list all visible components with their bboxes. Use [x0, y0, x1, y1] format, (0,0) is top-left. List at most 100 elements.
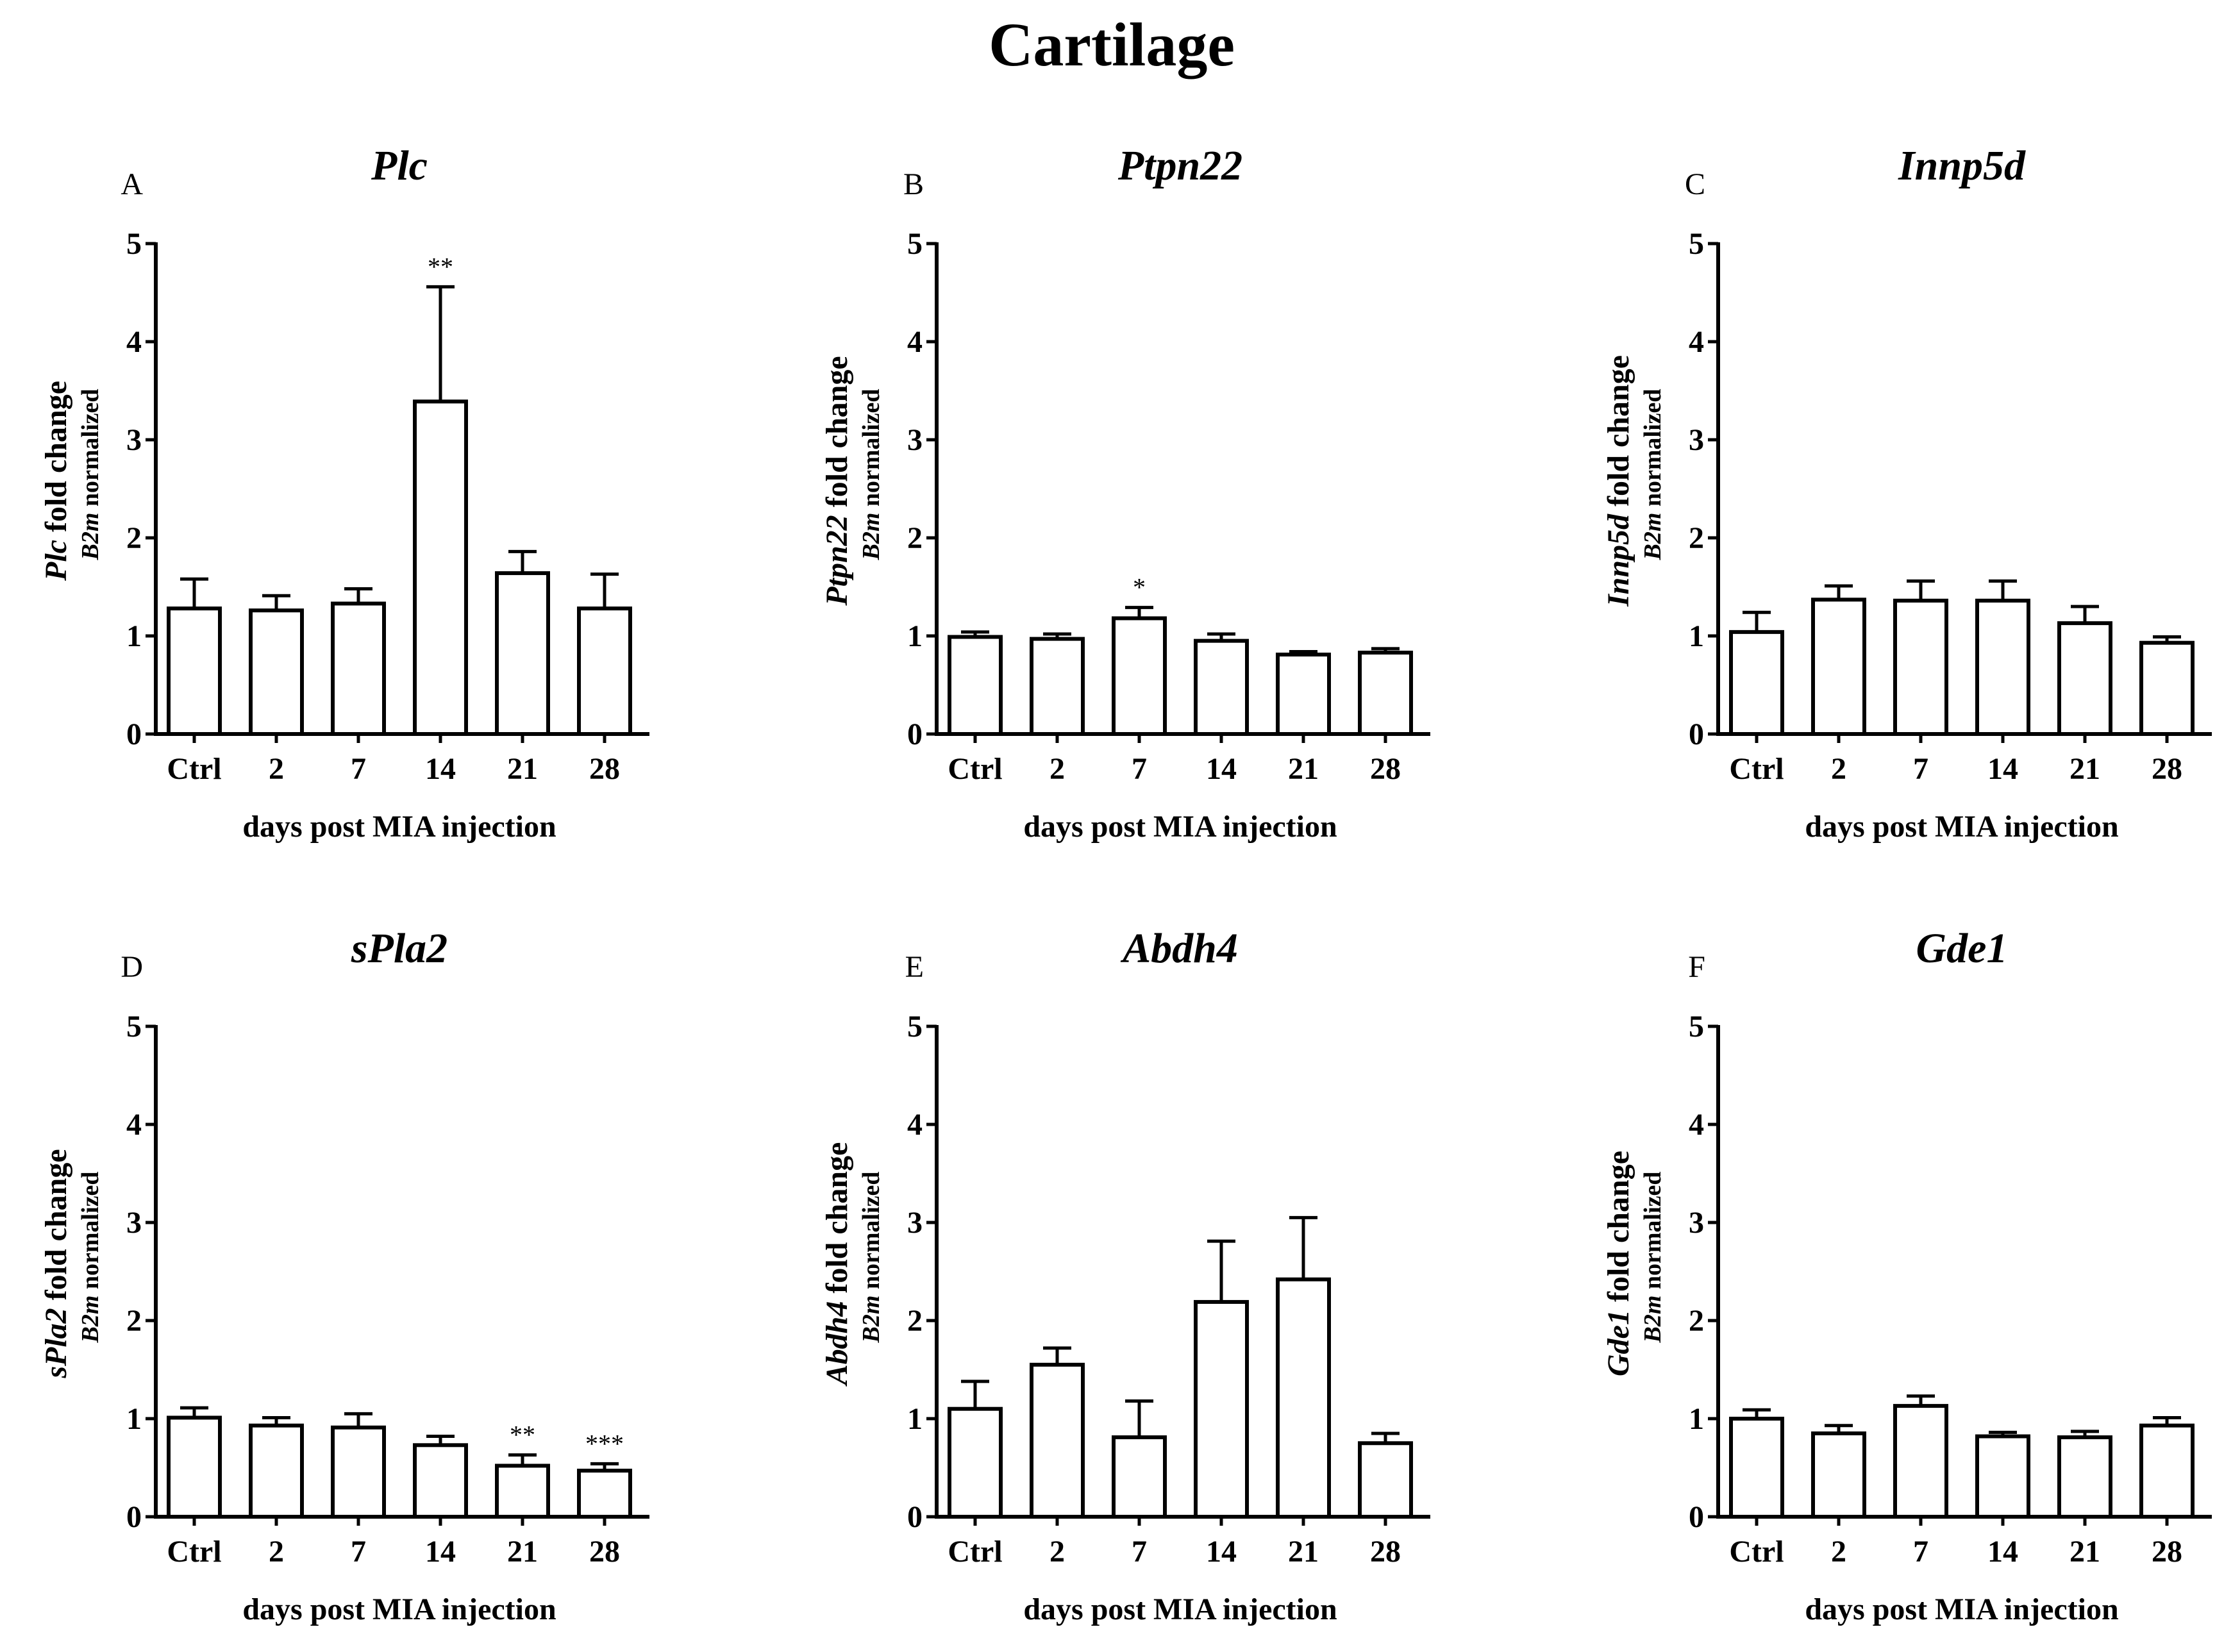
panel-letter: C	[1685, 167, 1705, 201]
x-tick-label: 21	[1288, 1535, 1319, 1569]
bar	[1975, 1434, 2030, 1519]
figure-title: Cartilage	[989, 10, 1235, 79]
significance-marker: ***	[585, 1429, 624, 1458]
bar	[1030, 1362, 1085, 1519]
y-tick-label: 3	[1689, 1206, 1704, 1240]
y-tick-label: 3	[1689, 423, 1704, 457]
x-tick-label: 2	[1049, 752, 1065, 786]
bar	[2139, 1423, 2195, 1519]
bar	[1811, 597, 1866, 737]
x-tick-label: 21	[507, 752, 538, 786]
y-tick-label: 5	[1689, 227, 1704, 261]
y-tick-label: 4	[126, 325, 142, 359]
bar	[331, 601, 386, 737]
y-tick-label: 2	[126, 521, 142, 555]
y-tick-label: 1	[1689, 1402, 1704, 1436]
x-axis-label: days post MIA injection	[1805, 1592, 2118, 1626]
bar	[2057, 621, 2112, 736]
significance-marker: *	[1133, 573, 1146, 602]
bar	[1276, 653, 1331, 737]
x-tick-label: 2	[1049, 1535, 1065, 1569]
significance-marker: **	[510, 1421, 535, 1449]
bar	[1358, 651, 1413, 737]
y-axis-sublabel: B2m normalized	[77, 1171, 104, 1343]
bar	[1276, 1277, 1331, 1519]
y-tick-label: 2	[907, 1304, 923, 1338]
x-tick-label: Ctrl	[167, 1535, 221, 1569]
x-tick-label: Ctrl	[1729, 1535, 1784, 1569]
y-tick-label: 1	[907, 619, 923, 653]
panel-letter: F	[1688, 950, 1705, 984]
x-tick-label: 28	[2152, 1535, 2182, 1569]
panel-title: Gde1	[1916, 925, 2008, 972]
bar	[948, 635, 1003, 737]
y-axis-label: Ptpn22 fold change	[820, 356, 854, 606]
x-tick-label: 7	[1132, 1535, 1147, 1569]
x-tick-label: 7	[1913, 752, 1928, 786]
x-tick-label: 28	[589, 752, 620, 786]
y-axis-sublabel: B2m normalized	[858, 1171, 885, 1343]
y-tick-label: 3	[126, 423, 142, 457]
panel-letter: D	[121, 950, 143, 984]
x-tick-label: 7	[351, 1535, 366, 1569]
y-axis-label: Abdh4 fold change	[820, 1142, 854, 1387]
bar	[1811, 1431, 1866, 1519]
bar	[413, 1443, 468, 1519]
x-tick-label: 14	[1987, 752, 2018, 786]
bar	[413, 399, 468, 736]
x-tick-label: 21	[2069, 752, 2100, 786]
x-tick-label: 2	[1831, 1535, 1846, 1569]
bar	[1975, 598, 2030, 736]
y-tick-label: 1	[907, 1402, 923, 1436]
x-tick-label: 14	[1206, 752, 1237, 786]
x-tick-label: 28	[1370, 752, 1401, 786]
panel-title: Plc	[371, 142, 428, 189]
significance-marker: **	[428, 252, 453, 281]
y-tick-label: 4	[1689, 325, 1704, 359]
panel-letter: B	[903, 167, 924, 201]
bar	[1729, 630, 1784, 736]
chart-panel-e: Abdh4 E 0 1 2 3 4 5 Ctrl 2 7 14 21 28 days post MIA in…	[820, 925, 1430, 1626]
bar	[495, 1464, 550, 1519]
x-tick-label: Ctrl	[948, 752, 1002, 786]
x-tick-label: 2	[269, 752, 284, 786]
x-axis-label: days post MIA injection	[1805, 810, 2118, 844]
y-axis-sublabel: B2m normalized	[1639, 1171, 1666, 1343]
bar	[1358, 1441, 1413, 1519]
bar	[1112, 616, 1167, 737]
x-tick-label: 14	[425, 752, 456, 786]
y-tick-label: 4	[126, 1108, 142, 1142]
chart-panel-b: Ptpn22 B 0 1 2 3 4 5 Ctrl 2 7 * 14 21 28 days post MIA …	[820, 142, 1430, 844]
bar	[2139, 640, 2195, 737]
x-axis-label: days post MIA injection	[1023, 1592, 1337, 1626]
x-tick-label: 21	[507, 1535, 538, 1569]
bar	[1893, 1404, 1948, 1519]
x-axis-label: days post MIA injection	[1023, 810, 1337, 844]
y-tick-label: 5	[126, 1010, 142, 1044]
x-tick-label: 21	[1288, 752, 1319, 786]
x-tick-label: Ctrl	[948, 1535, 1002, 1569]
x-tick-label: 28	[2152, 752, 2182, 786]
x-axis-label: days post MIA injection	[242, 810, 556, 844]
y-tick-label: 0	[126, 1500, 142, 1534]
y-tick-label: 5	[1689, 1010, 1704, 1044]
chart-panel-f: Gde1 F 0 1 2 3 4 5 Ctrl 2 7 14 21 28 days post MIA inj…	[1601, 925, 2212, 1626]
panel-title: Ptpn22	[1117, 142, 1242, 189]
x-tick-label: 28	[1370, 1535, 1401, 1569]
bar	[1112, 1435, 1167, 1519]
bar	[167, 1415, 222, 1519]
panel-letter: E	[905, 950, 924, 984]
x-tick-label: 7	[1913, 1535, 1928, 1569]
x-tick-label: 14	[1206, 1535, 1237, 1569]
x-tick-label: 7	[1132, 752, 1147, 786]
y-tick-label: 2	[907, 521, 923, 555]
y-tick-label: 0	[126, 717, 142, 751]
y-tick-label: 1	[126, 1402, 142, 1436]
x-tick-label: 28	[589, 1535, 620, 1569]
bar	[167, 606, 222, 736]
bar	[577, 606, 632, 736]
y-axis-label: sPla2 fold change	[39, 1149, 73, 1378]
y-tick-label: 0	[907, 717, 923, 751]
